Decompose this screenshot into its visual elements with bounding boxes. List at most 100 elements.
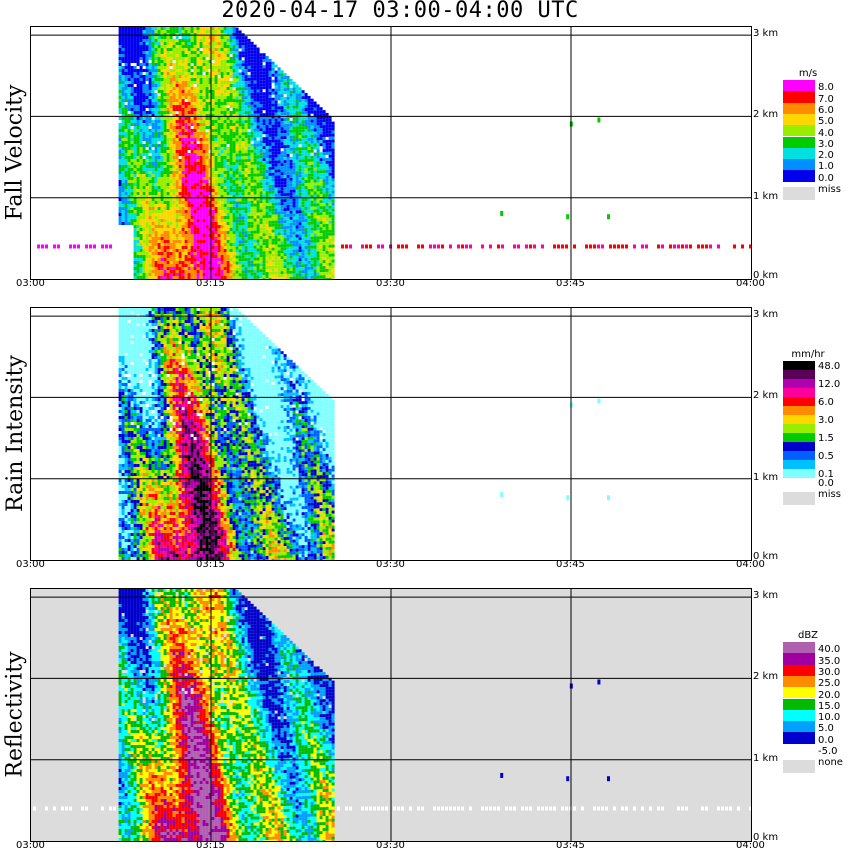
heatmap-cell <box>175 276 179 279</box>
heatmap-cell <box>226 246 230 249</box>
heatmap-cell <box>136 111 140 114</box>
heatmap-cell <box>178 228 182 231</box>
heatmap-cell <box>163 144 167 147</box>
heatmap-cell <box>244 99 248 103</box>
heatmap-cell <box>142 108 146 111</box>
heatmap-cell <box>187 255 191 258</box>
heatmap-cell <box>151 177 155 180</box>
heatmap-cell <box>292 270 296 274</box>
heatmap-cell <box>289 93 293 97</box>
heatmap-cell <box>289 276 293 279</box>
heatmap-cell <box>241 162 245 166</box>
heatmap-cell <box>259 80 263 84</box>
heatmap-cell <box>199 222 203 225</box>
heatmap-cell <box>268 73 272 77</box>
heatmap-cell <box>151 258 155 261</box>
heatmap-cell <box>199 114 203 117</box>
heatmap-cell <box>307 131 311 135</box>
heatmap-cell <box>160 225 164 228</box>
heatmap-cell <box>190 120 194 123</box>
heatmap-cell <box>175 78 179 81</box>
heatmap-cell <box>208 123 212 126</box>
heatmap-cell <box>160 99 164 102</box>
heatmap-cell <box>172 192 176 195</box>
heatmap-cell <box>232 120 236 123</box>
heatmap-cell <box>151 264 155 267</box>
heatmap-cell <box>196 138 200 141</box>
heatmap-cell <box>154 273 158 276</box>
heatmap-cell <box>142 81 146 84</box>
heatmap-cell <box>190 177 194 180</box>
heatmap-cell <box>274 82 278 86</box>
heatmap-cell <box>166 123 170 126</box>
heatmap-cell <box>157 144 161 147</box>
heatmap-cell <box>151 255 155 258</box>
heatmap-cell <box>298 147 302 151</box>
heatmap-cell <box>277 205 281 209</box>
heatmap-cell <box>205 150 209 153</box>
heatmap-cell <box>166 171 170 174</box>
heatmap-cell <box>265 245 269 248</box>
heatmap-cell <box>211 39 215 42</box>
heatmap-cell <box>247 236 251 240</box>
heatmap-cell <box>253 80 257 84</box>
heatmap-cell <box>226 39 230 42</box>
heatmap-cell <box>277 199 281 203</box>
heatmap-cell <box>124 141 128 144</box>
heatmap-cell <box>202 186 206 189</box>
heatmap-cell <box>223 39 227 42</box>
heatmap-cell <box>238 171 242 175</box>
heatmap-cell <box>286 99 290 103</box>
heatmap-cell <box>181 126 185 129</box>
heatmap-cell <box>190 195 194 198</box>
heatmap-cell <box>148 204 152 207</box>
heatmap-cell <box>163 234 167 237</box>
heatmap-cell <box>169 108 173 111</box>
heatmap-cell <box>223 216 227 219</box>
heatmap-cell <box>289 255 293 259</box>
heatmap-cell <box>256 269 260 273</box>
heatmap-cell <box>151 69 155 72</box>
heatmap-cell <box>154 42 158 45</box>
heatmap-cell <box>268 118 272 122</box>
heatmap-cell <box>250 74 254 78</box>
heatmap-cell <box>175 96 179 99</box>
heatmap-cell <box>277 175 281 179</box>
heatmap-cell <box>259 107 263 111</box>
heatmap-cell <box>178 78 182 81</box>
heatmap-cell <box>256 122 260 126</box>
heatmap-cell <box>199 162 203 165</box>
heatmap-cell <box>133 222 137 225</box>
heatmap-cell <box>166 219 170 222</box>
heatmap-cell <box>301 135 305 139</box>
heatmap-cell <box>193 207 197 210</box>
heatmap-cell <box>250 92 254 96</box>
heatmap-cell <box>268 268 272 272</box>
heatmap-cell <box>232 129 236 132</box>
heatmap-cell <box>286 105 290 109</box>
heatmap-cell <box>277 253 281 257</box>
heatmap-cell <box>307 107 311 111</box>
heatmap-cell <box>286 147 290 151</box>
heatmap-cell <box>253 176 257 180</box>
heatmap-cell <box>217 108 221 111</box>
heatmap-cell <box>136 216 140 219</box>
heatmap-cell <box>118 99 122 102</box>
heatmap-cell <box>139 261 143 264</box>
heatmap-cell <box>283 277 287 279</box>
heatmap-cell <box>154 27 158 30</box>
heatmap-cell <box>259 251 263 255</box>
heatmap-cell <box>148 141 152 144</box>
heatmap-cell <box>292 162 296 166</box>
heatmap-cell <box>193 228 197 231</box>
heatmap-cell <box>166 63 170 66</box>
heatmap-cell <box>217 156 221 159</box>
heatmap-cell <box>223 138 227 141</box>
heatmap-cell <box>304 240 308 243</box>
heatmap-cell <box>121 42 125 45</box>
heatmap-cell <box>280 247 284 251</box>
heatmap-cell <box>199 39 203 42</box>
heatmap-cell <box>145 189 149 192</box>
heatmap-cell <box>139 177 143 180</box>
heatmap-cell <box>169 153 173 156</box>
